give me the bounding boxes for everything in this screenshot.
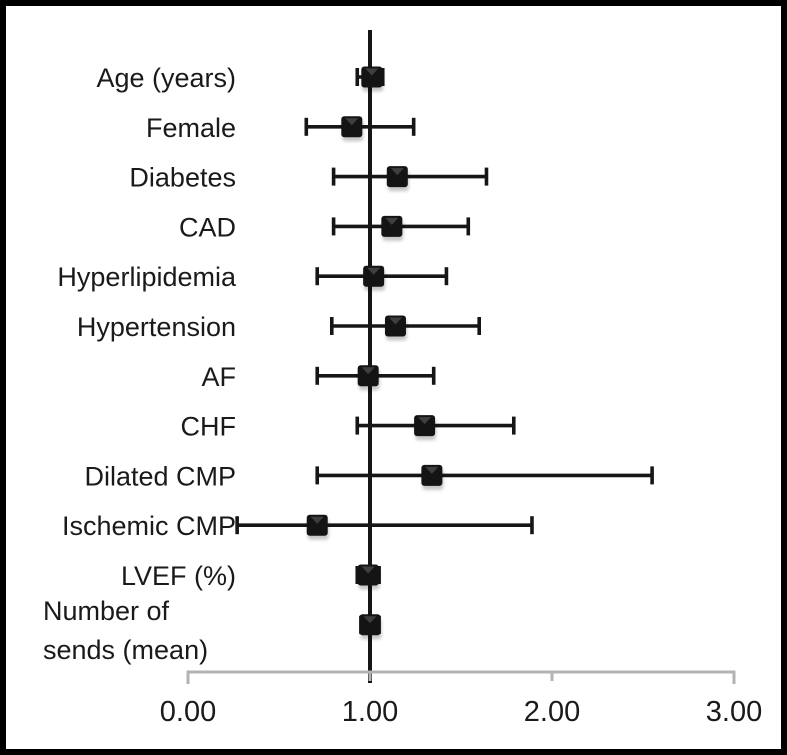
estimate-marker: [357, 564, 379, 586]
row-label: Dilated CMP: [84, 461, 236, 491]
row-label: LVEF (%): [121, 561, 236, 591]
estimate-marker-bevel: [418, 417, 432, 425]
x-tick-label: 0.00: [160, 696, 216, 728]
estimate-marker-bevel: [361, 367, 375, 375]
estimate-marker: [306, 514, 328, 536]
row-number-of-sends-mean: Number of sends (mean): [43, 596, 382, 665]
estimate-marker: [386, 166, 408, 188]
x-tick-label: 1.00: [342, 696, 398, 728]
estimate-marker: [359, 614, 381, 636]
estimate-marker-bevel: [385, 217, 399, 225]
row-af: AF: [201, 362, 436, 392]
estimate-marker: [341, 116, 363, 138]
x-tick-label: 2.00: [524, 696, 580, 728]
row-ischemic-cmp: Ischemic CMP: [62, 511, 534, 541]
row-label: Female: [146, 113, 236, 143]
estimate-marker: [361, 66, 383, 88]
x-tick-label: 3.00: [706, 696, 762, 728]
estimate-marker: [357, 365, 379, 387]
estimate-marker-bevel: [310, 516, 324, 524]
row-label: CHF: [181, 412, 237, 442]
estimate-marker-bevel: [388, 317, 402, 325]
row-lvef: LVEF (%): [121, 561, 381, 591]
estimate-marker-bevel: [365, 68, 379, 76]
estimate-marker-bevel: [361, 566, 375, 574]
row-diabetes: Diabetes: [129, 163, 489, 193]
estimate-marker: [363, 265, 385, 287]
estimate-marker: [421, 464, 443, 486]
row-chf: CHF: [181, 412, 516, 442]
x-axis: [186, 670, 736, 684]
estimate-marker-bevel: [425, 466, 439, 474]
row-hyperlipidemia: Hyperlipidemia: [57, 262, 449, 292]
row-label: Number of sends (mean): [43, 596, 208, 665]
estimate-marker: [414, 415, 436, 437]
row-label: Age (years): [96, 63, 236, 93]
row-cad: CAD: [179, 212, 471, 242]
estimate-marker: [384, 315, 406, 337]
row-label: AF: [201, 362, 236, 392]
row-label: Hypertension: [77, 312, 236, 342]
estimate-marker-bevel: [367, 267, 381, 275]
row-female: Female: [146, 113, 416, 143]
row-label: Diabetes: [129, 163, 236, 193]
estimate-marker-bevel: [345, 118, 359, 126]
estimate-marker-bevel: [390, 168, 404, 176]
estimate-marker: [381, 215, 403, 237]
row-label: Ischemic CMP: [62, 511, 236, 541]
row-hypertension: Hypertension: [77, 312, 482, 342]
row-label: Hyperlipidemia: [57, 262, 237, 292]
row-label: CAD: [179, 212, 236, 242]
row-dilated-cmp: Dilated CMP: [84, 461, 654, 491]
row-age-years: Age (years): [96, 63, 385, 93]
estimate-marker-bevel: [363, 616, 377, 624]
